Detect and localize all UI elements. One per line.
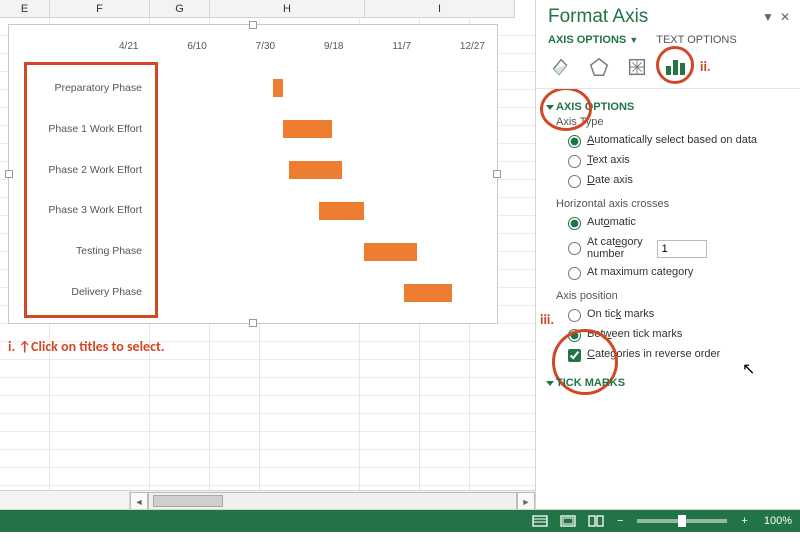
check-reverse-order[interactable]	[568, 349, 581, 362]
tab-text-options[interactable]: TEXT OPTIONS	[656, 34, 736, 46]
label-pos-on-tick: On tick marks	[587, 308, 654, 320]
category-label: Phase 2 Work Effort	[30, 164, 152, 176]
x-tick: 6/10	[187, 41, 206, 55]
scroll-track[interactable]	[148, 492, 517, 510]
bar-row	[159, 67, 485, 108]
view-normal-icon[interactable]	[529, 513, 551, 529]
radio-hac-atmax[interactable]	[568, 267, 581, 280]
worksheet-area[interactable]: E F G H I 4/21 6/10 7/30 9/18 11/7	[0, 0, 535, 509]
zoom-level[interactable]: 100%	[764, 515, 792, 527]
x-tick: 9/18	[324, 41, 343, 55]
zoom-out-button[interactable]: −	[613, 515, 627, 527]
label-reverse-order: Categories in reverse order	[587, 348, 720, 360]
label-axis-type-text: Text axis	[587, 154, 630, 166]
pane-title: Format Axis	[548, 6, 648, 28]
format-axis-pane: Format Axis ▼ ✕ AXIS OPTIONS ▼ TEXT OPTI…	[535, 0, 800, 509]
tab-axis-options[interactable]: AXIS OPTIONS ▼	[548, 34, 638, 46]
x-tick: 7/30	[256, 41, 275, 55]
label-axis-type-auto: Automatically select based on data	[587, 134, 757, 146]
col-header[interactable]: H	[210, 0, 365, 18]
gantt-bar[interactable]	[364, 243, 416, 261]
bar-row	[159, 190, 485, 231]
category-label: Testing Phase	[30, 245, 152, 257]
scroll-right-button[interactable]: ►	[517, 492, 535, 510]
gantt-bar[interactable]	[273, 79, 283, 97]
size-properties-icon[interactable]	[624, 54, 650, 80]
x-axis[interactable]: 4/21 6/10 7/30 9/18 11/7 12/27	[119, 41, 485, 55]
gantt-bar[interactable]	[283, 120, 332, 138]
scroll-thumb[interactable]	[153, 495, 223, 507]
bar-row	[159, 231, 485, 272]
resize-handle[interactable]	[249, 319, 257, 327]
resize-handle[interactable]	[249, 21, 257, 29]
gantt-chart[interactable]: 4/21 6/10 7/30 9/18 11/7 12/27 Preparato…	[8, 24, 498, 324]
label-axis-type-date: Date axis	[587, 174, 633, 186]
resize-handle[interactable]	[5, 170, 13, 178]
input-hac-number[interactable]	[657, 240, 707, 258]
resize-handle[interactable]	[493, 170, 501, 178]
label-pos-between-tick: Between tick marks	[587, 328, 682, 340]
x-tick: 11/7	[392, 41, 411, 55]
label-axis-position: Axis position	[546, 289, 798, 305]
pane-close-icon[interactable]: ✕	[780, 10, 790, 24]
radio-axis-type-date[interactable]	[568, 175, 581, 188]
pane-task-menu-icon[interactable]: ▼	[762, 10, 774, 24]
view-page-layout-icon[interactable]	[557, 513, 579, 529]
category-label: Phase 3 Work Effort	[30, 204, 152, 216]
col-header[interactable]: E	[0, 0, 50, 18]
sheet-horizontal-scroll[interactable]: ◄ ►	[0, 490, 535, 509]
label-horiz-axis-crosses: Horizontal axis crosses	[546, 197, 798, 213]
zoom-in-button[interactable]: +	[737, 515, 751, 527]
annot-iii-label: iii.	[540, 311, 554, 328]
pane-scroll[interactable]: AXIS OPTIONS Axis Type Automatically sel…	[536, 89, 800, 509]
bar-row	[159, 149, 485, 190]
column-headers[interactable]: E F G H I	[0, 0, 535, 18]
radio-axis-type-text[interactable]	[568, 155, 581, 168]
category-label: Phase 1 Work Effort	[30, 123, 152, 135]
gantt-bar[interactable]	[289, 161, 341, 179]
x-tick: 4/21	[119, 41, 138, 55]
category-label: Delivery Phase	[30, 286, 152, 298]
radio-axis-type-auto[interactable]	[568, 135, 581, 148]
annot-i-label: i.	[8, 338, 15, 355]
axis-options-icon[interactable]	[662, 54, 688, 80]
label-hac-atnum: At categorynumber	[587, 236, 643, 260]
zoom-slider-thumb[interactable]	[678, 515, 686, 527]
annot-i-text: ↑Click on titles to select.	[18, 338, 164, 355]
col-header[interactable]: G	[150, 0, 210, 18]
x-tick: 12/27	[460, 41, 485, 55]
grid-body[interactable]: 4/21 6/10 7/30 9/18 11/7 12/27 Preparato…	[0, 18, 535, 509]
radio-hac-atnum[interactable]	[568, 242, 581, 255]
group-tick-marks[interactable]: TICK MARKS	[546, 373, 798, 391]
view-page-break-icon[interactable]	[585, 513, 607, 529]
radio-hac-auto[interactable]	[568, 217, 581, 230]
group-axis-options[interactable]: AXIS OPTIONS	[546, 97, 798, 115]
scroll-left-button[interactable]: ◄	[130, 492, 148, 510]
gantt-bar[interactable]	[404, 284, 453, 302]
col-header[interactable]: F	[50, 0, 150, 18]
label-hac-auto: Automatic	[587, 216, 636, 228]
bar-row	[159, 108, 485, 149]
category-axis[interactable]: Preparatory Phase Phase 1 Work Effort Ph…	[29, 67, 153, 313]
annot-ii-label: ii.	[700, 58, 711, 75]
status-bar: − + 100%	[0, 510, 800, 532]
radio-pos-on-tick[interactable]	[568, 309, 581, 322]
plot-area[interactable]	[159, 67, 485, 313]
bar-row	[159, 272, 485, 313]
label-hac-atmax: At maximum category	[587, 266, 693, 278]
effects-icon[interactable]	[586, 54, 612, 80]
zoom-slider[interactable]	[637, 519, 727, 523]
col-header[interactable]: I	[365, 0, 515, 18]
radio-pos-between-tick[interactable]	[568, 329, 581, 342]
label-axis-type: Axis Type	[546, 115, 798, 131]
fill-line-icon[interactable]	[548, 54, 574, 80]
category-label: Preparatory Phase	[30, 82, 152, 94]
gantt-bar[interactable]	[319, 202, 365, 220]
